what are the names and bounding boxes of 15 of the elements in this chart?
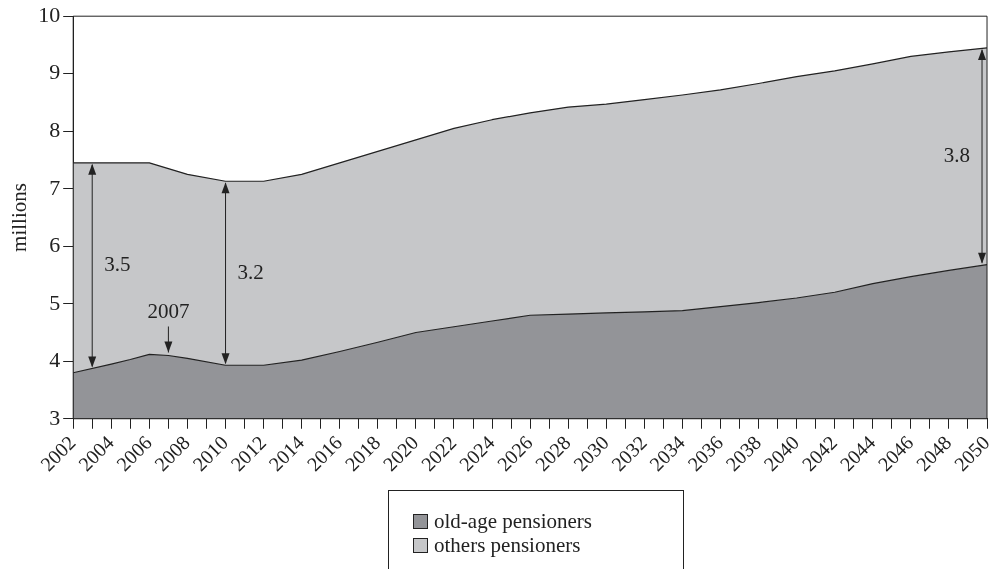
- y-tick-label: 6: [49, 232, 61, 258]
- y-tick-label: 3: [49, 404, 61, 430]
- y-tick-label: 5: [49, 289, 61, 315]
- y-tick-label: 7: [49, 174, 61, 200]
- legend-label: others pensioners: [434, 533, 581, 557]
- y-tick-label: 9: [49, 59, 61, 85]
- y-tick-label: 10: [38, 1, 61, 27]
- annotation: 3.8: [943, 142, 971, 167]
- annotation: 2007: [147, 299, 190, 323]
- legend-label: old-age pensioners: [434, 509, 593, 533]
- annotation: 3.2: [237, 259, 264, 284]
- y-tick-label: 8: [49, 116, 61, 142]
- y-tick-label: 4: [49, 347, 61, 373]
- annotation: 3.5: [104, 252, 131, 277]
- y-axis-title: millions: [7, 183, 32, 252]
